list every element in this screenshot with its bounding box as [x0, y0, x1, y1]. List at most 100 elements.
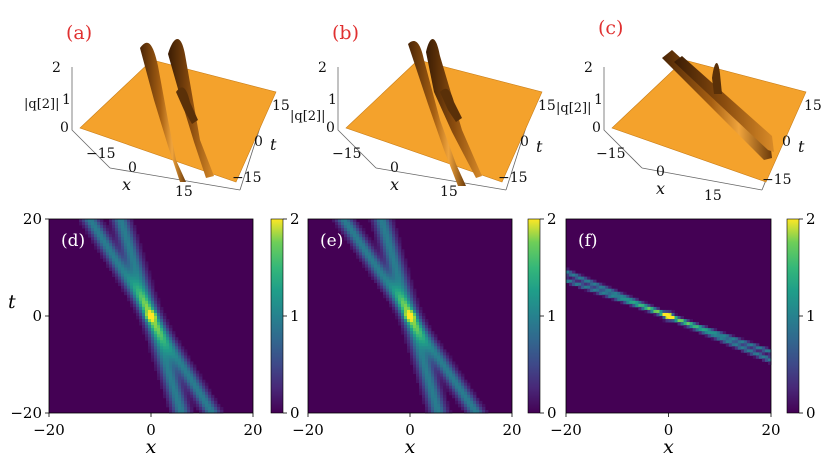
heatmap-cell: [395, 279, 399, 284]
heatmap-cell: [184, 376, 188, 381]
heatmap-cell: [431, 394, 435, 399]
heatmap-cell: [106, 255, 110, 259]
heatmap-cell: [722, 334, 727, 338]
heatmap-cell: [368, 264, 372, 268]
heatmap-cell: [142, 312, 146, 317]
heatmap-cell: [181, 373, 185, 378]
heatmap-cell: [205, 409, 209, 414]
heatmap-cell: [148, 291, 152, 296]
heatmap-cell: [455, 373, 459, 378]
heatmap-cell: [410, 300, 414, 305]
heatmap-cell: [166, 331, 170, 335]
heatmap-cell: [395, 231, 399, 235]
heatmap-cell: [425, 406, 429, 411]
heatmap-cell: [407, 331, 411, 335]
heatmap-cell: [175, 346, 179, 350]
heatmap-cell: [184, 409, 188, 414]
heatmap-cell: [413, 370, 417, 374]
heatmap-cell: [419, 334, 423, 338]
heatmap-cell: [437, 370, 441, 374]
heatmap-cell: [169, 337, 173, 341]
heatmap-cell: [148, 337, 152, 341]
heatmap-cell: [767, 349, 772, 353]
heatmap-cell: [151, 303, 155, 308]
heatmap-cell: [151, 279, 155, 284]
heatmap-cell: [130, 270, 134, 274]
heatmap-cell: [88, 225, 92, 229]
heatmap-cell: [575, 273, 579, 277]
heatmap-cell: [569, 282, 573, 287]
heatmap-cell: [755, 355, 760, 359]
heatmap-cell: [127, 294, 131, 299]
heatmap-cell: [133, 249, 137, 253]
heatmap-cell: [446, 385, 450, 390]
heatmap-cell: [392, 222, 396, 226]
heatmap-cell: [151, 291, 155, 296]
heatmap-cell: [175, 388, 179, 393]
heatmap-cell: [392, 231, 396, 235]
heatmap-cell: [127, 291, 131, 296]
heatmap-cell: [764, 358, 769, 362]
heatmap-cell: [422, 352, 426, 356]
heatmap-cell: [386, 243, 390, 247]
heatmap-cell: [449, 358, 453, 362]
heatmap-cell: [446, 355, 450, 359]
heatmap-cell: [377, 279, 381, 284]
heatmap-cell: [148, 309, 152, 314]
heatmap-cell: [133, 258, 137, 262]
heatmap-cell: [163, 394, 167, 399]
heatmap-cell: [416, 316, 420, 320]
heatmap-cell: [479, 400, 483, 405]
heatmap-cell: [419, 391, 423, 396]
heatmap-cell: [395, 316, 399, 320]
heatmap-cell: [121, 243, 125, 247]
heatmap-cell: [121, 282, 125, 287]
heatmap-cell: [395, 252, 399, 256]
heatmap-cell: [425, 370, 429, 374]
heatmap-cell: [398, 258, 402, 262]
heatmap-cell: [386, 246, 390, 250]
heatmap-cell: [148, 331, 152, 335]
box-edge: [71, 67, 111, 169]
heatmap-cell: [163, 361, 167, 365]
heatmap-cell: [443, 397, 447, 402]
heatmap-peak: [666, 314, 671, 318]
heatmap-cell: [133, 294, 137, 299]
heatmap-cell: [449, 370, 453, 374]
heatmap-cell: [443, 367, 447, 371]
heatmap-cell: [434, 388, 438, 393]
heatmap-cell: [668, 312, 672, 317]
heatmap-cell: [446, 403, 450, 408]
heatmap-cell: [356, 243, 360, 247]
heatmap-cell: [653, 312, 657, 317]
heatmap-cell: [172, 403, 176, 408]
colorbar: [786, 218, 800, 414]
heatmap-cell: [716, 334, 721, 338]
heatmap-cell: [413, 303, 417, 308]
heatmap-cell: [112, 270, 116, 274]
heatmap-cell: [193, 367, 197, 371]
heatmap-cell: [392, 297, 396, 302]
heatmap-cell: [422, 358, 426, 362]
heatmap-cell: [136, 294, 140, 299]
heatmap-cell: [178, 373, 182, 378]
heatmap-cell: [764, 346, 769, 350]
heatmap-cell: [118, 252, 122, 256]
heatmap-cell: [160, 346, 164, 350]
heatmap-cell: [130, 225, 134, 229]
heatmap-cell: [172, 337, 176, 341]
heatmap-cell: [172, 361, 176, 365]
heatmap-cell: [118, 234, 122, 238]
heatmap-cell: [425, 388, 429, 393]
heatmap-cell: [644, 306, 648, 311]
heatmap-cell: [758, 349, 763, 353]
heatmap-cell: [707, 331, 712, 335]
heatmap-cell: [368, 219, 372, 223]
heatmap-cell: [389, 267, 393, 271]
heatmap-cell: [392, 228, 396, 232]
heatmap-cell: [202, 406, 206, 411]
heatmap-cell: [428, 373, 432, 378]
heatmap-cell: [133, 303, 137, 308]
heatmap-cell: [371, 243, 375, 247]
heatmap-cell: [407, 297, 411, 302]
